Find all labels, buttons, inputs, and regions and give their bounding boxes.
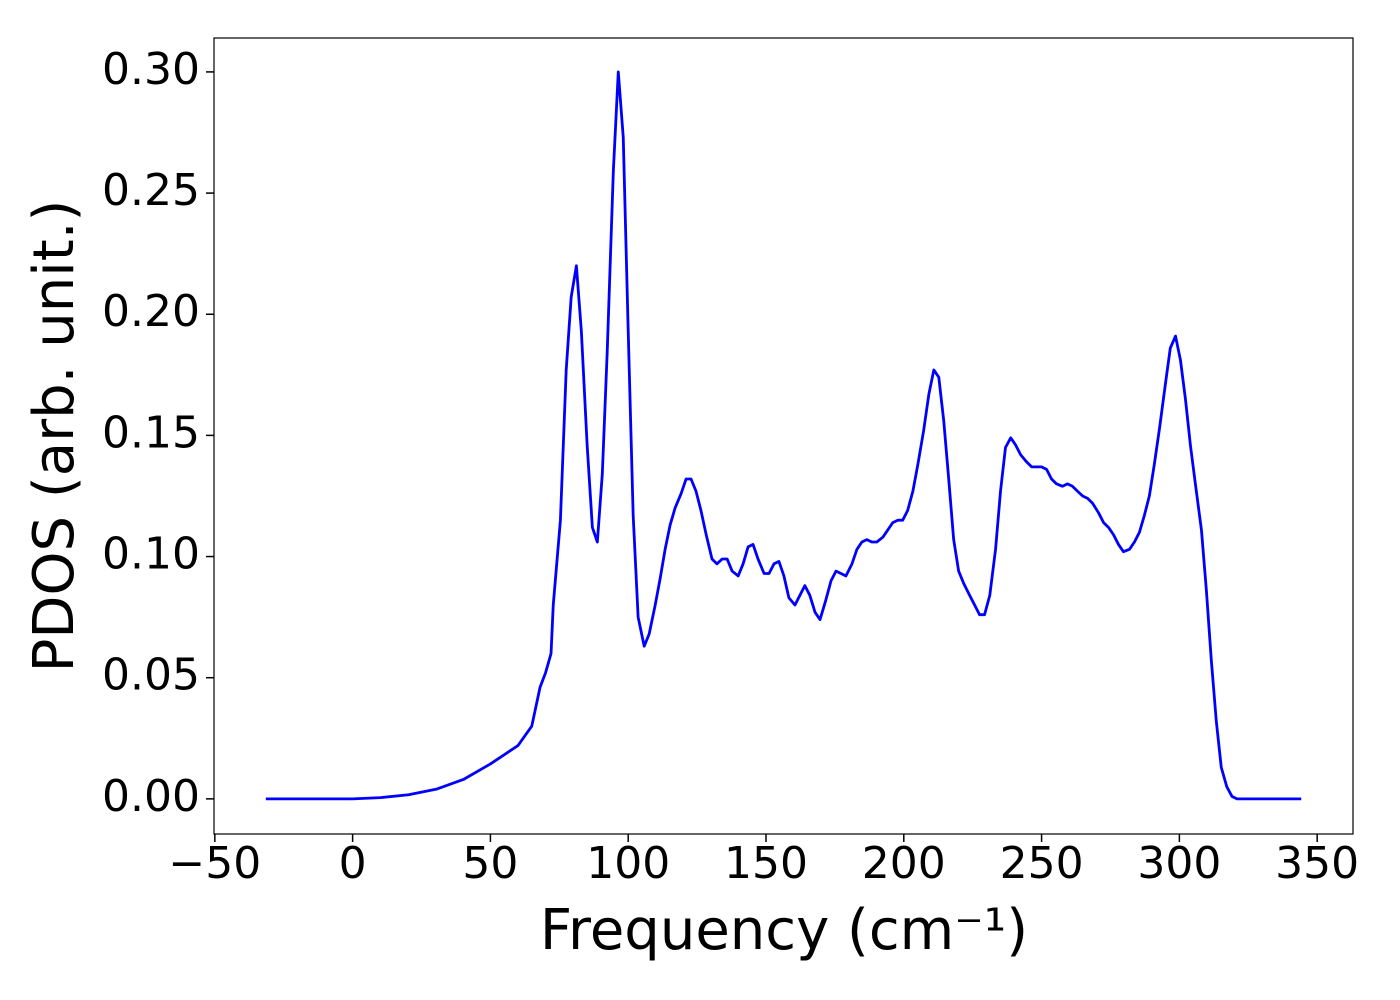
x-tick-label: 50 — [462, 838, 518, 889]
data-line — [265, 70, 1302, 801]
y-tick-label: 0.15 — [102, 407, 200, 458]
x-tick-label: 100 — [586, 838, 670, 889]
x-axis-label: Frequency (cm⁻¹) — [540, 898, 1028, 963]
y-axis-label: PDOS (arb. unit.) — [22, 200, 87, 673]
x-tick-label: 300 — [1137, 838, 1221, 889]
y-tick-label: 0.10 — [102, 529, 200, 580]
y-tick-label: 0.05 — [102, 650, 200, 701]
plot-frame — [213, 37, 1354, 835]
y-tick-label: 0.25 — [102, 165, 200, 216]
y-tick-label: 0.30 — [102, 44, 200, 95]
x-tick-label: 250 — [1000, 838, 1084, 889]
x-tick-label: 150 — [724, 838, 808, 889]
x-tick-label: −50 — [168, 838, 261, 889]
x-tick-label: 0 — [339, 838, 367, 889]
x-tick-label: 350 — [1275, 838, 1359, 889]
y-tick-label: 0.00 — [102, 771, 200, 822]
y-tick-label: 0.20 — [102, 286, 200, 337]
x-tick-label: 200 — [862, 838, 946, 889]
